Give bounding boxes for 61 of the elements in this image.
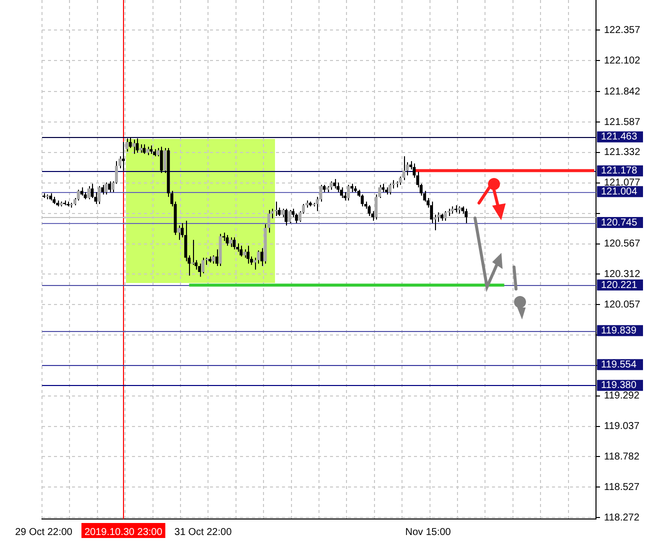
candlestick: [246, 245, 250, 264]
candlestick: [368, 204, 371, 216]
candlestick: [360, 194, 364, 207]
candlestick: [215, 248, 218, 267]
candlestick: [260, 248, 264, 267]
candlestick: [388, 183, 392, 195]
candlestick: [90, 183, 94, 199]
candlestick: [284, 208, 288, 226]
candlestick: [232, 236, 236, 250]
x-tick-label: 31 Oct 22:00: [174, 526, 232, 538]
candlestick: [128, 136, 132, 148]
candlestick: [346, 184, 350, 201]
candlestick: [340, 186, 343, 199]
candlestick: [184, 220, 188, 262]
candlestick: [240, 245, 243, 258]
candlestick: [160, 146, 163, 174]
candlestick: [295, 213, 298, 224]
y-tick-label: 120.057: [604, 299, 641, 310]
y-tick-label: 122.102: [604, 55, 641, 66]
candlestick: [402, 156, 406, 181]
candlestick: [464, 208, 468, 224]
y-tick-label: 121.587: [604, 116, 641, 128]
candlestick: [202, 257, 204, 274]
candlestick: [288, 209, 292, 224]
candlestick: [229, 236, 232, 248]
x-tick-label: 2019.10.30 23:00: [84, 526, 163, 538]
x-tick-label: 29 Oct 22:00: [15, 526, 73, 538]
candlestick: [104, 182, 108, 195]
candlestick: [122, 141, 125, 172]
y-tick-label: 118.272: [604, 512, 640, 524]
candlestick: [444, 210, 447, 222]
y-tick-label: 121.842: [604, 86, 641, 98]
candlestick: [142, 144, 146, 154]
candlestick: [136, 138, 139, 154]
candlestick: [430, 201, 434, 224]
ref-line-label: 121.463: [601, 132, 638, 143]
ref-line-label: 119.380: [601, 380, 637, 392]
candlestick: [98, 186, 101, 205]
candlestick: [108, 180, 111, 193]
candlestick: [76, 189, 80, 201]
ref-line-label: 120.221: [601, 280, 638, 291]
y-tick-label: 121.332: [604, 147, 641, 158]
x-tick-label: Nov 15:00: [405, 526, 452, 538]
y-tick-label: 121.077: [604, 178, 641, 189]
y-tick-label: 120.312: [604, 268, 641, 280]
candlestick: [132, 139, 136, 154]
ref-line-label: 121.004: [601, 186, 638, 198]
ref-line-label: 121.178: [601, 166, 638, 177]
y-tick-label: 118.782: [604, 451, 640, 462]
candlestick: [198, 263, 202, 278]
candlestick: [336, 182, 340, 193]
y-tick-label: 119.292: [604, 390, 640, 402]
y-tick-label: 119.037: [604, 421, 640, 432]
ref-line-label: 119.554: [601, 359, 637, 370]
y-tick-label: 122.357: [604, 24, 641, 36]
candlestick: [101, 184, 104, 195]
ref-line-label: 120.745: [601, 217, 638, 228]
y-tick-label: 120.567: [604, 238, 641, 250]
y-tick-label: 118.527: [604, 482, 640, 493]
candlestick: [333, 178, 336, 190]
ref-line-label: 119.839: [601, 325, 637, 336]
